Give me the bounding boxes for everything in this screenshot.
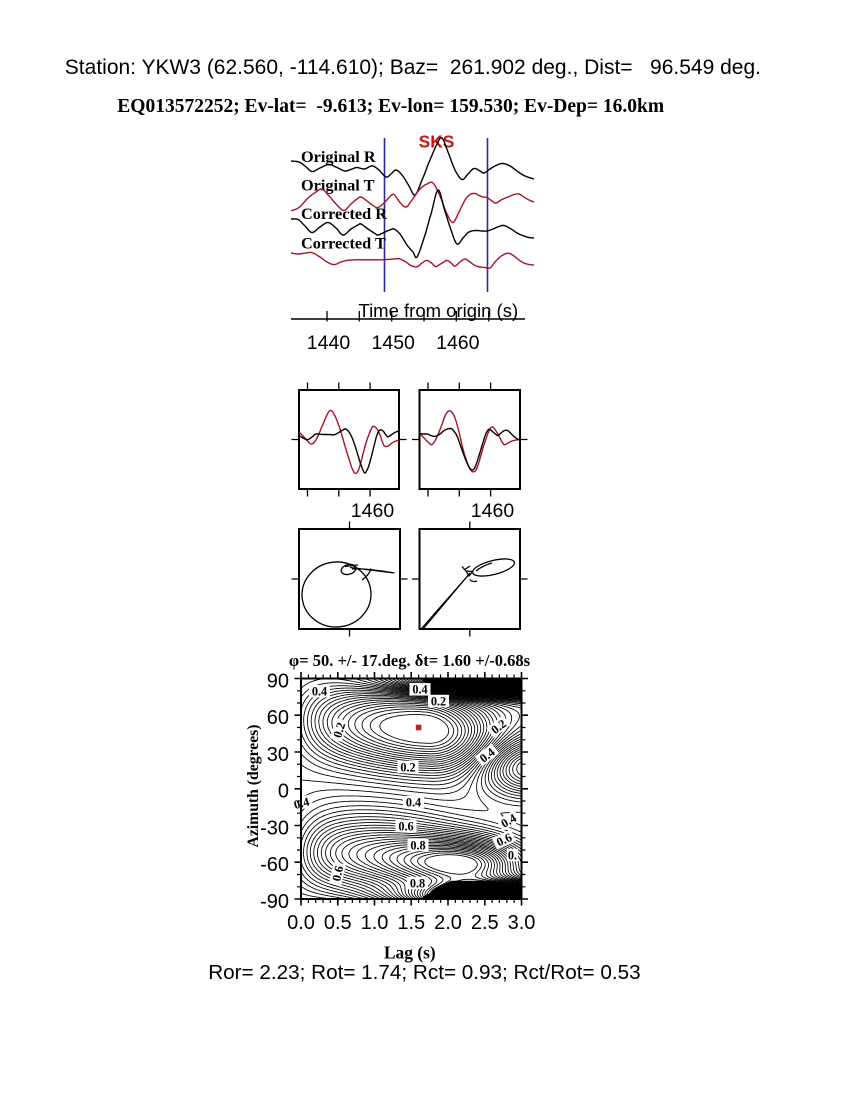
svg-text:30: 30 [267, 744, 289, 766]
svg-text:1460: 1460 [471, 500, 515, 522]
svg-text:0.8: 0.8 [410, 876, 425, 890]
svg-text:1440: 1440 [307, 332, 351, 354]
svg-text:1460: 1460 [436, 332, 480, 354]
svg-text:3.0: 3.0 [508, 912, 536, 934]
svg-text:0.6: 0.6 [494, 830, 514, 849]
svg-text:60: 60 [267, 707, 289, 729]
svg-text:1.5: 1.5 [397, 912, 425, 934]
svg-text:1450: 1450 [372, 332, 416, 354]
svg-text:EQ013572252; Ev-lat= -9.613;: EQ013572252; Ev-lat= -9.613; Ev-lon= 159… [117, 96, 664, 117]
svg-text:2.5: 2.5 [471, 912, 499, 934]
svg-text:Station: YKW3 (62.560, -114.61: Station: YKW3 (62.560, -114.610); Baz= 2… [65, 56, 761, 79]
svg-text:Corrected T: Corrected T [301, 234, 386, 253]
svg-text:0.: 0. [508, 848, 517, 862]
svg-text:Azimuth (degrees): Azimuth (degrees) [245, 724, 262, 847]
svg-text:0.4: 0.4 [498, 811, 518, 831]
svg-text:2.0: 2.0 [434, 912, 462, 934]
svg-text:0.2: 0.2 [400, 760, 415, 774]
svg-text:0.5: 0.5 [324, 912, 352, 934]
svg-text:0.2: 0.2 [431, 694, 446, 708]
svg-text:0.4: 0.4 [312, 685, 327, 699]
svg-text:0.8: 0.8 [410, 838, 425, 852]
svg-text:1460: 1460 [351, 500, 395, 522]
svg-text:0.4: 0.4 [406, 795, 421, 809]
svg-text:0.2: 0.2 [330, 721, 348, 740]
svg-text:90: 90 [267, 670, 289, 692]
svg-text:1.0: 1.0 [361, 912, 389, 934]
svg-text:Ror= 2.23; Rot= 1.74; Rct= 0.9: Ror= 2.23; Rot= 1.74; Rct= 0.93; Rct/Rot… [208, 961, 640, 984]
svg-text:0: 0 [278, 781, 289, 803]
svg-text:0.6: 0.6 [329, 865, 346, 883]
svg-text:-30: -30 [260, 817, 289, 839]
svg-text:-90: -90 [260, 891, 289, 913]
svg-text:0.6: 0.6 [398, 819, 413, 833]
svg-text:Corrected R: Corrected R [301, 204, 387, 223]
svg-text:SKS: SKS [419, 132, 455, 152]
svg-text:Original T: Original T [301, 176, 375, 195]
svg-text:0.4: 0.4 [412, 683, 427, 697]
svg-text:-60: -60 [260, 854, 289, 876]
svg-text:Lag (s): Lag (s) [384, 943, 436, 963]
svg-text:0.0: 0.0 [287, 912, 315, 934]
svg-text:Time from origin (s): Time from origin (s) [358, 300, 518, 321]
svg-text:Original R: Original R [301, 147, 376, 166]
svg-text:φ= 50. +/- 17.deg. δt= 1.60 +/: φ= 50. +/- 17.deg. δt= 1.60 +/-0.68s [289, 651, 531, 670]
